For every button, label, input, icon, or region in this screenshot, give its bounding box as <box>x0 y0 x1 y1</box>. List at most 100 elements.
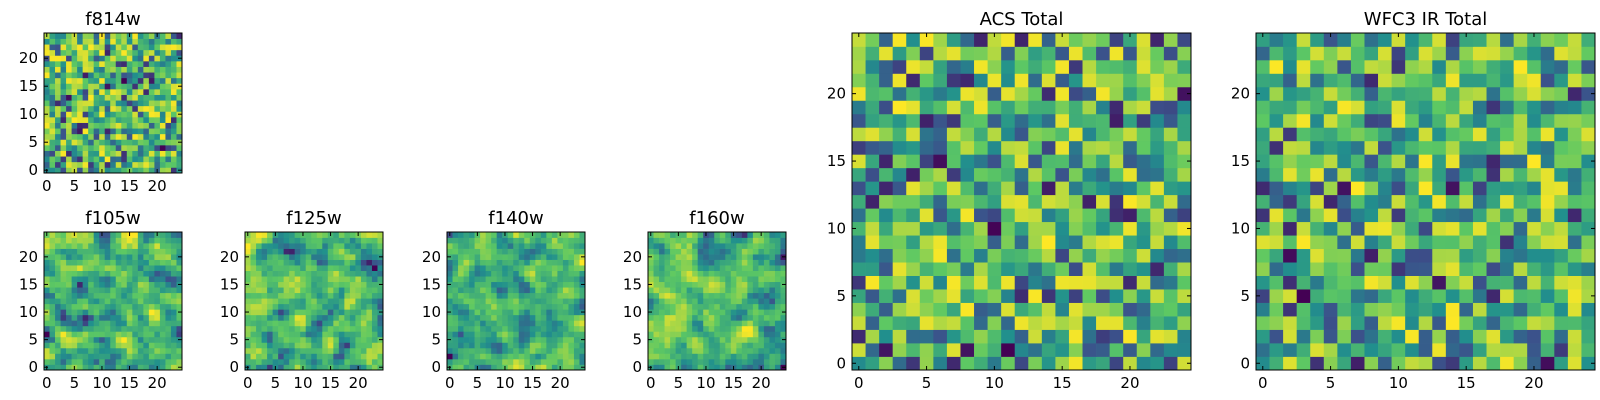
heatmap-cell <box>245 320 251 327</box>
heatmap-cell <box>60 358 67 365</box>
heatmap-cell <box>360 270 367 277</box>
heatmap-cell <box>55 89 61 95</box>
heatmap-cell <box>1323 33 1338 47</box>
heatmap-cell <box>1109 329 1124 344</box>
heatmap-cell <box>1150 100 1165 115</box>
heatmap-cell <box>1014 221 1029 236</box>
heatmap-cell <box>126 128 133 135</box>
heatmap-cell <box>148 94 155 101</box>
heatmap-cell <box>906 262 921 276</box>
heatmap-cell <box>170 33 177 39</box>
heatmap-cell <box>1136 235 1151 250</box>
heatmap-cell <box>148 128 155 135</box>
heatmap-cell <box>170 117 177 123</box>
heatmap-cell <box>272 248 279 255</box>
heatmap-cell <box>579 358 586 365</box>
heatmap-cell <box>371 259 378 266</box>
heatmap-cell <box>165 100 172 107</box>
heatmap-cell <box>338 331 345 338</box>
heatmap-cell <box>82 94 89 101</box>
heatmap-cell <box>879 235 894 250</box>
heatmap-cell <box>906 356 921 371</box>
heatmap-cell <box>377 298 384 305</box>
y-tick-label: 15 <box>220 275 239 293</box>
heatmap-cell <box>1150 329 1165 344</box>
heatmap-cell <box>540 232 547 238</box>
heatmap-cell <box>1177 33 1192 47</box>
heatmap-cell <box>148 111 155 118</box>
heatmap-cell <box>327 237 334 244</box>
heatmap-cell <box>126 303 133 310</box>
heatmap-cell <box>681 265 687 271</box>
heatmap-cell <box>137 156 144 163</box>
heatmap-cell <box>93 167 100 174</box>
heatmap-cell <box>524 314 531 321</box>
heatmap-cell <box>1082 235 1097 250</box>
heatmap-cell <box>159 167 166 174</box>
heatmap-cell <box>110 298 117 305</box>
heatmap-cell <box>110 111 117 118</box>
heatmap-cell <box>752 336 759 343</box>
heatmap-cell <box>110 237 117 244</box>
heatmap-cell <box>349 303 356 310</box>
heatmap-cell <box>1096 343 1110 357</box>
heatmap-cell <box>305 342 312 349</box>
heatmap-cell <box>1082 329 1097 344</box>
heatmap-cell <box>165 94 172 101</box>
heatmap-cell <box>115 150 122 157</box>
heatmap-cell <box>55 139 61 146</box>
heatmap-cell <box>1432 46 1447 61</box>
heatmap-cell <box>137 128 144 135</box>
heatmap-cell <box>719 309 726 316</box>
heatmap-cell <box>1055 73 1070 88</box>
heatmap-cell <box>933 181 948 196</box>
heatmap-cell <box>77 270 83 277</box>
heatmap-cell <box>165 66 172 73</box>
heatmap-cell <box>1405 59 1420 74</box>
heatmap-cell <box>66 100 72 107</box>
heatmap-cell <box>261 243 268 249</box>
heatmap-cell <box>143 66 150 73</box>
heatmap-cell <box>852 167 866 182</box>
heatmap-cell <box>1082 86 1097 101</box>
heatmap-cell <box>245 259 251 266</box>
heatmap-cell <box>322 364 329 371</box>
heatmap-cell <box>697 353 704 360</box>
heatmap-cell <box>66 265 72 271</box>
heatmap-cell <box>66 347 72 354</box>
heatmap-cell <box>852 181 866 196</box>
heatmap-cell <box>1378 329 1392 344</box>
heatmap-cell <box>568 259 575 266</box>
heatmap-cell <box>1310 100 1325 115</box>
heatmap-cell <box>1567 86 1582 101</box>
heatmap-cell <box>752 276 759 283</box>
heatmap-cell <box>333 347 340 354</box>
heatmap-cell <box>535 237 542 244</box>
heatmap-cell <box>774 303 781 310</box>
heatmap-cell <box>974 221 988 236</box>
heatmap-cell <box>763 248 770 255</box>
heatmap-cell <box>659 243 665 249</box>
heatmap-cell <box>104 128 111 135</box>
heatmap-cell <box>93 38 100 45</box>
heatmap-cell <box>49 358 56 365</box>
heatmap-cell <box>736 259 743 266</box>
heatmap-cell <box>93 44 100 51</box>
heatmap-cell <box>250 248 257 255</box>
heatmap-cell <box>132 309 139 316</box>
heatmap-cell <box>176 292 183 299</box>
heatmap-cell <box>452 265 459 271</box>
heatmap-cell <box>763 254 770 260</box>
heatmap-cell <box>366 281 373 288</box>
heatmap-cell <box>1310 248 1325 263</box>
heatmap-cell <box>165 309 172 316</box>
heatmap-cell <box>121 276 128 283</box>
heatmap-cell <box>1283 248 1298 263</box>
heatmap-cell <box>1082 356 1097 371</box>
heatmap-cell <box>82 358 89 365</box>
heatmap-cell <box>327 336 334 343</box>
heatmap-cell <box>1296 275 1311 290</box>
heatmap-cell <box>165 89 172 95</box>
heatmap-cell <box>1323 181 1338 196</box>
heatmap-cell <box>154 83 161 90</box>
